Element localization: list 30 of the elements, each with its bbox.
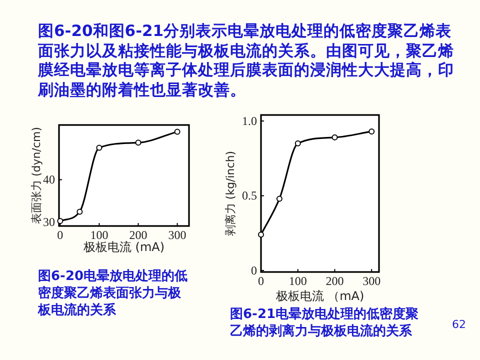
x-tick-label: 100 bbox=[288, 274, 307, 288]
caption: 图6-20和图6-21分别表示电晕放电处理的低密度聚乙烯表面张力以及粘接性能与极板电流的关系。由图可见，聚乙烯膜经电晕放电等离子体处理后膜表面的浸润性大大提高，印刷油墨的附着性也显著改善。 bbox=[38, 22, 455, 100]
caption: 图6-20电晕放电处理的低密度聚乙烯表面张力与极板电流的关系 bbox=[38, 268, 188, 319]
point bbox=[258, 232, 264, 238]
point bbox=[57, 218, 64, 224]
point bbox=[135, 140, 142, 146]
point bbox=[332, 134, 338, 140]
y-tick-label: 40 bbox=[43, 172, 55, 187]
x-tick-label: 200 bbox=[129, 228, 148, 242]
point bbox=[96, 144, 102, 151]
x-tick-label: 200 bbox=[326, 274, 344, 288]
x-tick-label: 0 bbox=[57, 228, 64, 242]
point bbox=[76, 208, 83, 215]
y-tick-label: 0 bbox=[251, 264, 257, 278]
y-axis-title: 剥离力 (kg/inch) bbox=[224, 150, 237, 236]
x-tick-label: 300 bbox=[362, 274, 381, 288]
point bbox=[368, 128, 375, 134]
point bbox=[174, 128, 180, 135]
x-tick-label: 100 bbox=[90, 228, 108, 242]
point bbox=[276, 196, 282, 202]
y-tick-label: 1.0 bbox=[242, 114, 257, 128]
point bbox=[294, 140, 301, 146]
x-tick-label: 300 bbox=[168, 228, 186, 242]
y-tick-label: 0.5 bbox=[242, 188, 257, 203]
text: 62 bbox=[452, 318, 466, 331]
y-axis-title: 表面张力 (dyn/cm) bbox=[30, 126, 43, 224]
x-axis-title: 极板电流 （mA) bbox=[274, 289, 364, 303]
x-axis-title: 极板电流 (mA) bbox=[82, 240, 165, 254]
caption: 图6-21电晕放电处理的低密度聚乙烯的剥离力与极板电流的关系 bbox=[230, 306, 420, 340]
y-tick-label: 30 bbox=[43, 214, 55, 229]
